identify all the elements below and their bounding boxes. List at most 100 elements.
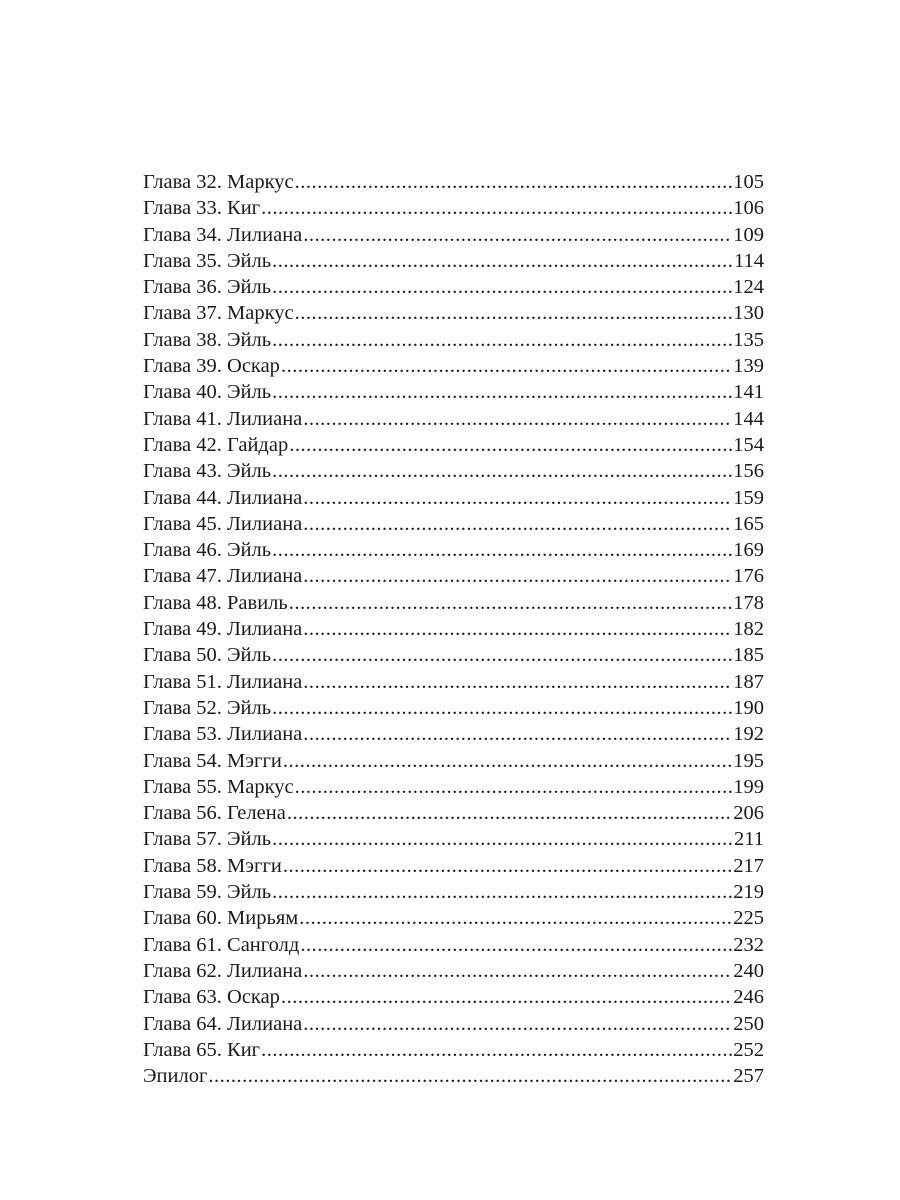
- toc-entry: Глава 50. Эйль 185: [143, 642, 764, 668]
- dot-leader: [300, 932, 732, 958]
- dot-leader: [287, 800, 732, 826]
- toc-entry-title: Глава 51. Лилиана: [143, 670, 303, 693]
- toc-entry: Глава 35. Эйль 114: [143, 248, 764, 274]
- dot-leader: [303, 1011, 732, 1037]
- toc-entry-title: Глава 53. Лилиана: [143, 723, 303, 746]
- dot-leader: [303, 669, 732, 695]
- dot-leader: [299, 905, 732, 931]
- toc-entry: Глава 62. Лилиана 240: [143, 958, 764, 984]
- toc-entry: Глава 65. Киг 252: [143, 1037, 764, 1063]
- dot-leader: [272, 274, 732, 300]
- toc-entry-title: Глава 48. Равиль: [143, 591, 288, 614]
- dot-leader: [208, 1063, 732, 1089]
- toc-entry: Глава 49. Лилиана 182: [143, 616, 764, 642]
- dot-leader: [283, 748, 732, 774]
- toc-entry: Глава 57. Эйль 211: [143, 826, 764, 852]
- toc-entry-title: Глава 62. Лилиана: [143, 959, 303, 982]
- toc-entry-page: 176: [733, 565, 764, 588]
- toc-entry: Глава 58. Мэгги 217: [143, 853, 764, 879]
- dot-leader: [303, 721, 732, 747]
- dot-leader: [272, 642, 732, 668]
- toc-entry-title: Глава 45. Лилиана: [143, 512, 303, 535]
- toc-entry-title: Глава 33. Киг: [143, 197, 261, 220]
- dot-leader: [289, 590, 732, 616]
- toc-entry-title: Глава 50. Эйль: [143, 644, 272, 667]
- dot-leader: [303, 958, 732, 984]
- toc-entry-page: 187: [733, 670, 764, 693]
- toc-entry: Глава 32. Маркус 105: [143, 169, 764, 195]
- toc-entry-title: Глава 60. Мирьям: [143, 907, 299, 930]
- dot-leader: [272, 327, 732, 353]
- toc-entry-title: Глава 44. Лилиана: [143, 486, 303, 509]
- dot-leader: [272, 248, 733, 274]
- toc-entry-title: Глава 38. Эйль: [143, 328, 272, 351]
- toc-entry-title: Глава 59. Эйль: [143, 881, 272, 904]
- toc-entry-page: 206: [733, 802, 764, 825]
- toc-entry-title: Глава 36. Эйль: [143, 276, 272, 299]
- toc-entry-page: 217: [733, 854, 764, 877]
- toc-entry-page: 130: [733, 302, 764, 325]
- toc-entry: Глава 34. Лилиана 109: [143, 222, 764, 248]
- dot-leader: [295, 169, 733, 195]
- toc-entry-title: Глава 54. Мэгги: [143, 749, 282, 772]
- dot-leader: [303, 616, 732, 642]
- toc-entry-page: 156: [733, 460, 764, 483]
- toc-entry: Глава 40. Эйль 141: [143, 379, 764, 405]
- toc-entry: Глава 45. Лилиана 165: [143, 511, 764, 537]
- toc-entry-page: 124: [733, 276, 764, 299]
- toc-entry-page: 178: [733, 591, 764, 614]
- dot-leader: [272, 695, 732, 721]
- dot-leader: [303, 406, 732, 432]
- toc-entry-page: 144: [733, 407, 764, 430]
- toc-entry-page: 211: [734, 828, 764, 851]
- toc-entry-page: 257: [733, 1065, 764, 1088]
- toc-entry-page: 252: [733, 1038, 764, 1061]
- toc-entry-page: 192: [733, 723, 764, 746]
- toc-entry-page: 105: [733, 171, 764, 193]
- toc-entry: Глава 47. Лилиана 176: [143, 563, 764, 589]
- toc-entry: Глава 59. Эйль 219: [143, 879, 764, 905]
- toc-entry-page: 240: [733, 959, 764, 982]
- toc-entry-title: Глава 52. Эйль: [143, 696, 272, 719]
- toc-entry: Глава 51. Лилиана 187: [143, 669, 764, 695]
- toc-entry-page: 109: [733, 223, 764, 246]
- toc-entry: Глава 53. Лилиана 192: [143, 721, 764, 747]
- dot-leader: [303, 222, 732, 248]
- toc-entry-title: Глава 34. Лилиана: [143, 223, 303, 246]
- toc-entry-page: 141: [733, 381, 764, 404]
- toc-entry-page: 195: [733, 749, 764, 772]
- toc-entry: Глава 56. Гелена 206: [143, 800, 764, 826]
- toc-entry: Глава 37. Маркус 130: [143, 300, 764, 326]
- dot-leader: [289, 432, 732, 458]
- toc-entry-title: Глава 39. Оскар: [143, 355, 280, 378]
- dot-leader: [295, 774, 733, 800]
- toc-entry-page: 246: [733, 986, 764, 1009]
- dot-leader: [272, 458, 732, 484]
- toc-entry-title: Глава 56. Гелена: [143, 802, 286, 825]
- toc-entry-title: Глава 61. Санголд: [143, 933, 300, 956]
- toc-entry: Глава 54. Мэгги 195: [143, 748, 764, 774]
- toc-entry-page: 165: [733, 512, 764, 535]
- dot-leader: [303, 511, 732, 537]
- dot-leader: [272, 879, 732, 905]
- toc-entry: Глава 36. Эйль 124: [143, 274, 764, 300]
- toc-entry: Глава 48. Равиль 178: [143, 590, 764, 616]
- toc-entry-title: Глава 37. Маркус: [143, 302, 294, 325]
- toc-entry: Глава 52. Эйль 190: [143, 695, 764, 721]
- toc-entry: Глава 60. Мирьям 225: [143, 905, 764, 931]
- dot-leader: [303, 485, 732, 511]
- toc-entry-title: Глава 65. Киг: [143, 1038, 261, 1061]
- toc-entry: Глава 39. Оскар 139: [143, 353, 764, 379]
- toc-entry: Глава 46. Эйль 169: [143, 537, 764, 563]
- toc-entry-page: 106: [733, 197, 764, 220]
- toc-entry-title: Глава 43. Эйль: [143, 460, 272, 483]
- toc-entry-title: Глава 64. Лилиана: [143, 1012, 303, 1035]
- toc-entry: Глава 44. Лилиана 159: [143, 485, 764, 511]
- dot-leader: [272, 379, 732, 405]
- toc-entry-page: 250: [733, 1012, 764, 1035]
- toc-entry-title: Глава 55. Маркус: [143, 775, 294, 798]
- toc-entry: Глава 61. Санголд 232: [143, 932, 764, 958]
- toc-entry-page: 219: [733, 881, 764, 904]
- toc-entry-page: 169: [733, 539, 764, 562]
- toc-entry-title: Эпилог: [143, 1065, 208, 1088]
